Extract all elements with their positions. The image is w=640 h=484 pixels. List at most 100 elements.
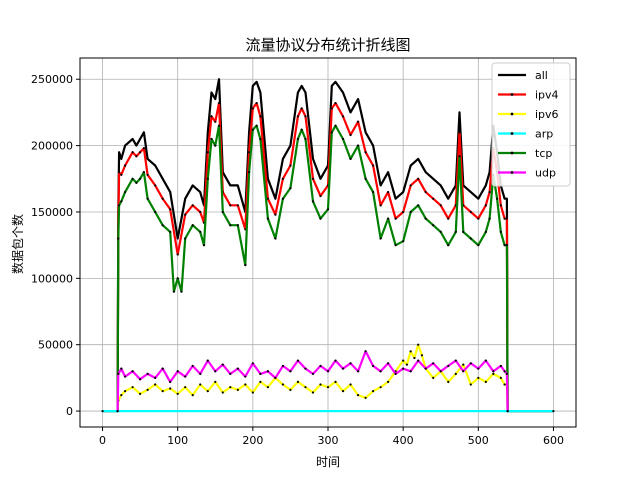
data-point-ipv6 bbox=[341, 390, 345, 393]
data-point-ipv6 bbox=[123, 390, 127, 393]
data-point-udp bbox=[251, 362, 254, 365]
y-tick-label: 200000 bbox=[31, 140, 73, 153]
data-point-ipv4 bbox=[191, 204, 194, 207]
x-axis-label: 时间 bbox=[316, 455, 340, 469]
data-point-ipv6 bbox=[405, 363, 409, 366]
data-point-tcp bbox=[417, 204, 420, 207]
data-point-tcp bbox=[131, 177, 134, 180]
data-point-tcp bbox=[477, 244, 480, 247]
data-point-ipv6 bbox=[191, 394, 194, 397]
data-point-ipv6 bbox=[131, 386, 134, 389]
data-point-tcp bbox=[184, 237, 187, 240]
data-point-tcp bbox=[458, 155, 461, 158]
data-point-udp bbox=[439, 370, 442, 373]
data-point-tcp bbox=[503, 244, 506, 247]
data-point-tcp bbox=[221, 210, 224, 214]
data-point-tcp bbox=[176, 277, 179, 280]
data-point-ipv6 bbox=[334, 380, 337, 383]
chart-title: 流量协议分布统计折线图 bbox=[245, 36, 410, 54]
data-point-udp bbox=[484, 359, 487, 362]
axis-ticks: 0 100 200 300 400 500 600 0 50000 100000 150000 200… bbox=[31, 73, 564, 447]
legend-marker-ipv4 bbox=[510, 93, 514, 96]
data-point-ipv4 bbox=[120, 173, 123, 176]
data-point-ipv6 bbox=[503, 383, 506, 386]
data-point-tcp bbox=[330, 131, 333, 134]
data-point-tcp bbox=[364, 177, 367, 180]
data-point-ipv6 bbox=[236, 388, 239, 391]
data-point-tcp bbox=[139, 177, 142, 180]
data-point-udp bbox=[379, 370, 382, 373]
y-axis-label: 数据包个数 bbox=[10, 214, 25, 274]
data-point-tcp bbox=[266, 217, 269, 220]
data-point-ipv6 bbox=[229, 386, 232, 389]
data-point-ipv6 bbox=[206, 390, 209, 393]
data-point-ipv6 bbox=[326, 386, 330, 389]
data-point-ipv4 bbox=[447, 217, 450, 220]
data-point-tcp bbox=[402, 240, 405, 243]
data-point-ipv4 bbox=[417, 177, 420, 180]
data-point-udp bbox=[206, 359, 209, 362]
data-point-udp bbox=[477, 367, 480, 370]
data-point-tcp bbox=[289, 186, 292, 190]
data-point-ipv4 bbox=[469, 210, 472, 214]
data-point-udp bbox=[259, 372, 262, 376]
data-point-ipv6 bbox=[120, 394, 123, 397]
data-point-ipv4 bbox=[349, 133, 352, 137]
data-point-ipv4 bbox=[247, 151, 251, 154]
data-point-ipv6 bbox=[356, 394, 360, 397]
data-point-ipv6 bbox=[454, 372, 457, 376]
data-point-ipv4 bbox=[214, 120, 217, 123]
data-point-udp bbox=[154, 376, 157, 379]
legend-marker-arp bbox=[510, 132, 514, 135]
data-point-ipv6 bbox=[364, 396, 367, 399]
data-point-udp bbox=[304, 367, 307, 370]
legend-label-arp: arp bbox=[535, 128, 553, 141]
data-point-tcp bbox=[206, 177, 209, 180]
data-point-tcp bbox=[469, 237, 472, 240]
data-point-ipv6 bbox=[176, 392, 179, 395]
data-point-tcp bbox=[379, 237, 382, 240]
data-point-udp bbox=[319, 364, 322, 368]
data-point-ipv4 bbox=[394, 217, 397, 220]
data-point-ipv4 bbox=[477, 217, 480, 220]
data-point-ipv4 bbox=[274, 213, 277, 216]
legend-label-udp: udp bbox=[535, 167, 556, 180]
data-point-ipv4 bbox=[379, 204, 382, 207]
data-point-udp bbox=[364, 350, 367, 353]
data-point-tcp bbox=[319, 217, 322, 220]
data-point-tcp bbox=[439, 230, 442, 233]
data-point-ipv6 bbox=[169, 387, 172, 390]
data-point-ipv4 bbox=[289, 164, 292, 167]
data-point-ipv6 bbox=[161, 390, 164, 393]
data-point-ipv4 bbox=[356, 120, 360, 123]
data-point-udp bbox=[432, 362, 435, 365]
data-point-udp bbox=[176, 370, 179, 373]
legend-box bbox=[491, 62, 571, 187]
data-point-tcp bbox=[172, 290, 176, 293]
data-point-ipv4 bbox=[142, 147, 145, 150]
data-point-ipv6 bbox=[432, 376, 435, 379]
data-point-tcp bbox=[454, 230, 457, 233]
data-point-udp bbox=[116, 409, 119, 413]
data-point-ipv4 bbox=[251, 107, 254, 110]
data-point-udp bbox=[281, 364, 285, 368]
data-point-ipv4 bbox=[131, 151, 134, 154]
data-point-udp bbox=[503, 370, 506, 373]
data-point-ipv6 bbox=[484, 380, 487, 383]
legend-label-ipv4: ipv4 bbox=[535, 89, 559, 102]
data-point-ipv6 bbox=[214, 380, 217, 383]
data-point-tcp bbox=[499, 230, 502, 233]
data-point-ipv4 bbox=[334, 102, 337, 105]
data-point-tcp bbox=[484, 230, 487, 233]
data-point-udp bbox=[462, 370, 465, 373]
data-point-tcp bbox=[356, 144, 360, 147]
data-point-udp bbox=[499, 364, 502, 368]
data-point-tcp bbox=[371, 190, 375, 194]
x-tick-label: 600 bbox=[543, 434, 564, 447]
data-point-udp bbox=[296, 359, 300, 362]
legend-label-tcp: tcp bbox=[535, 147, 552, 160]
data-point-ipv6 bbox=[139, 392, 142, 395]
data-point-udp bbox=[417, 359, 420, 362]
data-point-ipv6 bbox=[492, 372, 495, 376]
data-point-ipv4 bbox=[259, 115, 262, 118]
